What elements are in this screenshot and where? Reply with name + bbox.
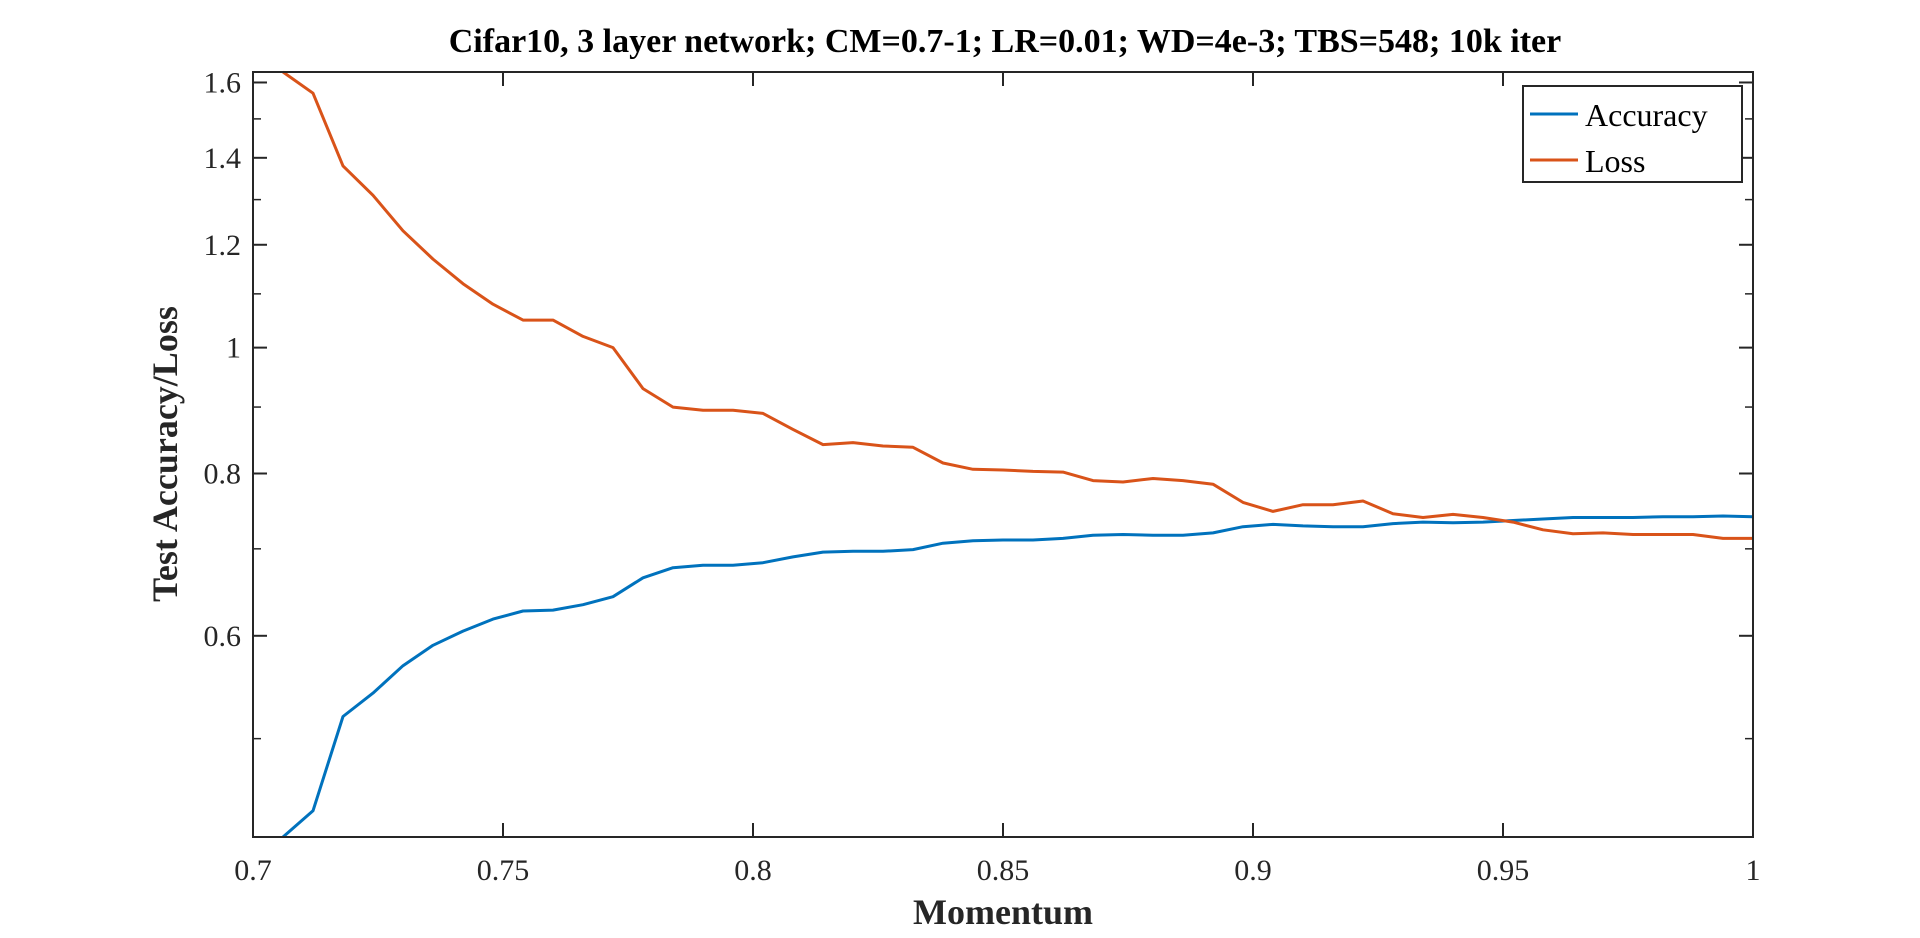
y-tick-label: 1.6 [204,66,242,99]
series-line-loss [282,70,1753,540]
legend: Accuracy Loss [1522,85,1743,183]
tick-layer: 0.7 0.75 0.8 0.85 0.9 0.95 1 0.6 0.8 1 1.2 1.4 1.6 [204,66,1761,887]
x-tick-label: 0.75 [477,854,530,887]
chart-title: Cifar10, 3 layer network; CM=0.7-1; LR=0… [449,23,1561,60]
x-tick-label: 0.95 [1477,854,1530,887]
plot-area [253,72,1753,837]
series-layer [282,70,1754,839]
legend-label-accuracy: Accuracy [1585,97,1708,133]
y-tick-label: 0.8 [204,458,242,491]
x-tick-label: 0.8 [734,854,772,887]
x-axis-label: Momentum [913,892,1093,932]
y-tick-label: 1.4 [204,142,242,175]
y-tick-label: 1.2 [204,229,242,262]
x-tick-label: 0.85 [977,854,1030,887]
x-tick-label: 1 [1746,854,1761,887]
y-axis-label: Test Accuracy/Loss [145,306,185,602]
x-tick-label: 0.9 [1234,854,1272,887]
legend-box [1522,85,1743,183]
legend-label-loss: Loss [1585,143,1645,179]
y-tick-label: 1 [226,332,241,365]
x-tick-label: 0.7 [234,854,272,887]
y-tick-label: 0.6 [204,620,242,653]
